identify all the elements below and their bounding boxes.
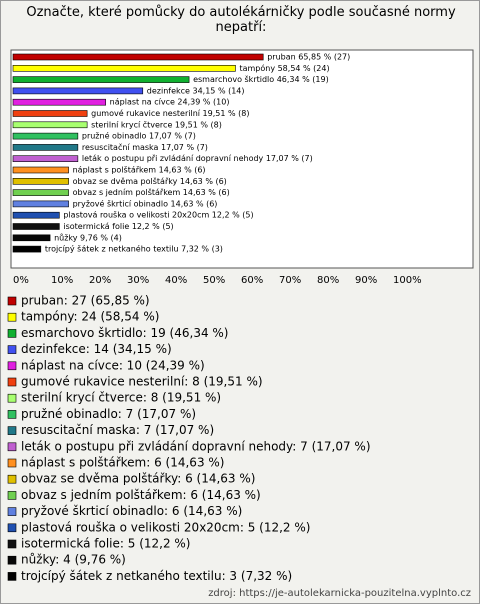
legend-label: leták o postupu při zvládání dopravní ne… — [21, 439, 371, 453]
bar-label: resuscitační maska 17,07 % (7) — [82, 142, 208, 152]
legend-swatch — [7, 426, 17, 435]
legend-swatch — [7, 329, 17, 338]
bar — [12, 98, 106, 106]
bar-label: isotermická folie 12,2 % (5) — [63, 222, 173, 231]
legend-swatch — [7, 539, 17, 549]
legend-swatch — [7, 393, 17, 403]
legend-swatch — [7, 361, 17, 371]
legend-label: isotermická folie: 5 (12,2 %) — [21, 537, 191, 551]
bar-label: obvaz s jedním polštářkem 14,63 % (6) — [73, 187, 230, 197]
legend-swatch — [7, 377, 17, 387]
legend-label: pryžové škrticí obinadlo: 6 (14,63 %) — [21, 504, 242, 518]
bar-label: nůžky 9,76 % (4) — [54, 232, 122, 242]
bar — [12, 211, 60, 219]
bar-label: plastová rouška o velikosti 20x20cm 12,2… — [63, 210, 253, 220]
bar — [12, 65, 236, 72]
legend-swatch — [7, 312, 17, 322]
bar — [12, 76, 190, 83]
bar-label: náplast na cívce 24,39 % (10) — [110, 98, 230, 107]
x-tick-label: 70% — [279, 275, 301, 286]
legend-label: resuscitační maska: 7 (17,07 %) — [21, 423, 214, 437]
plot-frame — [10, 49, 474, 269]
bar — [12, 178, 69, 185]
x-tick-label: 100% — [393, 275, 422, 286]
bar — [12, 223, 60, 230]
legend-label: sterilní krycí čtverce: 8 (19,51 %) — [21, 391, 221, 405]
x-tick-label: 40% — [165, 275, 187, 286]
legend-swatch — [7, 296, 17, 306]
bar-label: trojcípý šátek z netkaného textilu 7,32 … — [45, 244, 223, 254]
bar — [12, 234, 51, 242]
bar — [12, 144, 79, 151]
bar — [12, 166, 69, 174]
bar-label: náplast s polštářkem 14,63 % (6) — [73, 165, 206, 175]
legend-swatch — [7, 410, 17, 419]
bar-label: pruban 65,85 % (27) — [267, 53, 350, 62]
legend-label: trojcípý šátek z netkaného textilu: 3 (7… — [21, 569, 292, 583]
chart-title: Označte, které pomůcky do autolékárničky… — [26, 5, 456, 35]
legend-label: pružné obinadlo: 7 (17,07 %) — [21, 407, 196, 421]
bar — [12, 155, 79, 162]
legend-label: plastová rouška o velikosti 20x20cm: 5 (… — [21, 520, 310, 534]
bar-label: pružné obinadlo 17,07 % (7) — [82, 131, 196, 141]
legend-swatch — [7, 345, 17, 354]
x-tick-label: 80% — [317, 275, 339, 286]
legend-swatch — [7, 555, 17, 565]
bar — [12, 189, 69, 196]
source: zdroj: https://je-autolekarnicka-pouzite… — [208, 588, 471, 599]
legend-label: obvaz s jedním polštářkem: 6 (14,63 %) — [21, 488, 261, 502]
legend-label: gumové rukavice nesterilní: 8 (19,51 %) — [21, 375, 263, 389]
legend-swatch — [7, 442, 17, 452]
bar-label: sterilní krycí čtverce 19,51 % (8) — [91, 119, 222, 129]
x-tick-label: 10% — [51, 275, 73, 286]
bar-label: obvaz se dvěma polštářky 14,63 % (6) — [73, 176, 227, 186]
bar — [12, 110, 88, 117]
bar — [12, 121, 88, 129]
bar — [12, 245, 42, 253]
x-tick-label: 0% — [13, 275, 29, 286]
legend-swatch — [7, 523, 17, 533]
legend-swatch — [7, 491, 17, 500]
bar-label: gumové rukavice nesterilní 19,51 % (8) — [91, 108, 249, 118]
bar — [12, 132, 79, 140]
legend-label: dezinfekce: 14 (34,15 %) — [21, 342, 172, 356]
bar-label: tampóny 58,54 % (24) — [239, 63, 329, 73]
bar — [12, 200, 69, 208]
bar-label: esmarchovo škrtidlo 46,34 % (19) — [193, 74, 329, 84]
legend-swatch — [7, 474, 17, 484]
bar — [12, 87, 144, 95]
legend-label: náplast s polštářkem: 6 (14,63 %) — [21, 456, 224, 470]
legend-label: náplast na cívce: 10 (24,39 %) — [21, 358, 205, 372]
legend-label: nůžky: 4 (9,76 %) — [21, 553, 126, 567]
x-tick-label: 50% — [203, 275, 225, 286]
x-tick-label: 60% — [241, 275, 263, 286]
x-tick-label: 20% — [89, 275, 111, 286]
legend-label: pruban: 27 (65,85 %) — [21, 294, 150, 308]
bar — [12, 53, 264, 61]
legend-swatch — [7, 507, 17, 516]
legend-label: tampóny: 24 (58,54 %) — [21, 310, 159, 324]
legend-swatch — [7, 572, 17, 581]
bar-label: leták o postupu při zvládání dopravní ne… — [82, 154, 313, 163]
x-tick-label: 90% — [355, 275, 377, 286]
legend-swatch — [7, 458, 17, 468]
bar-label: pryžové škrticí obinadlo 14,63 % (6) — [73, 198, 218, 208]
legend-label: esmarchovo škrtidlo: 19 (46,34 %) — [21, 326, 229, 340]
x-tick-label: 30% — [127, 275, 149, 286]
bar-label: dezinfekce 34,15 % (14) — [147, 86, 245, 95]
legend-label: obvaz se dvěma polštářky: 6 (14,63 %) — [21, 472, 255, 486]
